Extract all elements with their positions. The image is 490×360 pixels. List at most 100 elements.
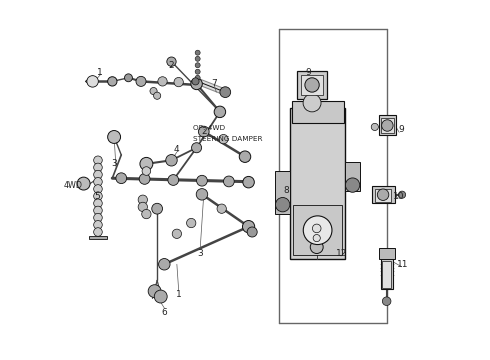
- Circle shape: [87, 76, 98, 87]
- Bar: [275, 171, 290, 214]
- Polygon shape: [89, 235, 107, 239]
- Circle shape: [94, 199, 102, 208]
- Text: 3: 3: [111, 159, 117, 168]
- Circle shape: [152, 203, 163, 214]
- Bar: [379, 116, 396, 135]
- Circle shape: [168, 175, 179, 185]
- Circle shape: [172, 229, 181, 238]
- Circle shape: [94, 213, 102, 222]
- Text: 3: 3: [197, 249, 203, 258]
- Polygon shape: [85, 76, 96, 87]
- Circle shape: [220, 87, 231, 98]
- Circle shape: [217, 204, 226, 213]
- Bar: [371, 186, 395, 203]
- Circle shape: [166, 154, 177, 166]
- Circle shape: [108, 131, 121, 143]
- Text: 8: 8: [283, 186, 289, 195]
- Bar: [345, 162, 360, 191]
- Circle shape: [310, 231, 324, 245]
- Circle shape: [138, 202, 147, 212]
- Circle shape: [196, 189, 208, 200]
- Circle shape: [148, 285, 161, 298]
- Circle shape: [140, 157, 153, 170]
- Circle shape: [124, 74, 132, 82]
- Circle shape: [243, 176, 254, 188]
- Circle shape: [275, 198, 290, 212]
- Text: 9: 9: [398, 125, 404, 134]
- Bar: [297, 71, 327, 99]
- Circle shape: [136, 76, 146, 86]
- Circle shape: [158, 77, 167, 86]
- Circle shape: [191, 78, 202, 90]
- Circle shape: [142, 167, 151, 175]
- Circle shape: [303, 94, 321, 112]
- Circle shape: [195, 75, 200, 80]
- Circle shape: [305, 78, 319, 92]
- Text: 9: 9: [305, 68, 311, 77]
- Text: 12: 12: [336, 249, 347, 258]
- Bar: [379, 248, 394, 259]
- Circle shape: [243, 221, 255, 233]
- Circle shape: [377, 189, 389, 201]
- Bar: [381, 118, 394, 134]
- Circle shape: [139, 174, 150, 184]
- Bar: [290, 108, 345, 259]
- Circle shape: [94, 221, 102, 229]
- Bar: [381, 257, 393, 289]
- Text: 1: 1: [176, 290, 181, 299]
- Circle shape: [313, 234, 320, 242]
- Circle shape: [150, 87, 157, 95]
- Circle shape: [345, 178, 360, 192]
- Bar: [301, 75, 323, 95]
- Text: 2: 2: [201, 127, 207, 136]
- Circle shape: [195, 69, 200, 74]
- Text: 7: 7: [212, 79, 218, 88]
- Circle shape: [219, 134, 228, 144]
- Circle shape: [195, 63, 200, 68]
- Text: 4: 4: [174, 145, 180, 154]
- Circle shape: [77, 177, 90, 190]
- Circle shape: [94, 163, 102, 172]
- Circle shape: [108, 77, 117, 86]
- Circle shape: [198, 126, 209, 137]
- Circle shape: [247, 227, 257, 237]
- Circle shape: [187, 219, 196, 228]
- Circle shape: [195, 50, 200, 55]
- Circle shape: [154, 290, 167, 303]
- Circle shape: [94, 156, 102, 165]
- Circle shape: [196, 175, 207, 186]
- Circle shape: [94, 206, 102, 215]
- Circle shape: [94, 177, 102, 186]
- Bar: [292, 101, 343, 123]
- Circle shape: [94, 170, 102, 179]
- Circle shape: [303, 216, 332, 244]
- Circle shape: [142, 210, 151, 219]
- Circle shape: [167, 57, 176, 66]
- Circle shape: [192, 78, 199, 85]
- Circle shape: [94, 192, 102, 201]
- Circle shape: [195, 56, 200, 61]
- Circle shape: [382, 297, 391, 306]
- Text: 1: 1: [97, 68, 102, 77]
- Circle shape: [116, 173, 126, 184]
- Circle shape: [192, 143, 201, 153]
- Circle shape: [239, 151, 251, 162]
- Text: OP: 4WD: OP: 4WD: [193, 125, 225, 131]
- Circle shape: [223, 176, 234, 187]
- Bar: [375, 189, 392, 202]
- Circle shape: [371, 123, 378, 131]
- Circle shape: [313, 224, 321, 233]
- Bar: [294, 205, 342, 255]
- Text: STEERING DAMPER: STEERING DAMPER: [193, 136, 263, 142]
- Circle shape: [159, 258, 170, 270]
- Text: 10: 10: [393, 192, 405, 201]
- Circle shape: [94, 185, 102, 193]
- Circle shape: [398, 191, 406, 198]
- Circle shape: [310, 240, 323, 253]
- Bar: [382, 261, 392, 288]
- Circle shape: [309, 221, 324, 236]
- Text: 2: 2: [169, 61, 174, 70]
- Circle shape: [382, 120, 393, 131]
- Circle shape: [214, 106, 225, 118]
- Text: 4WD: 4WD: [64, 181, 83, 190]
